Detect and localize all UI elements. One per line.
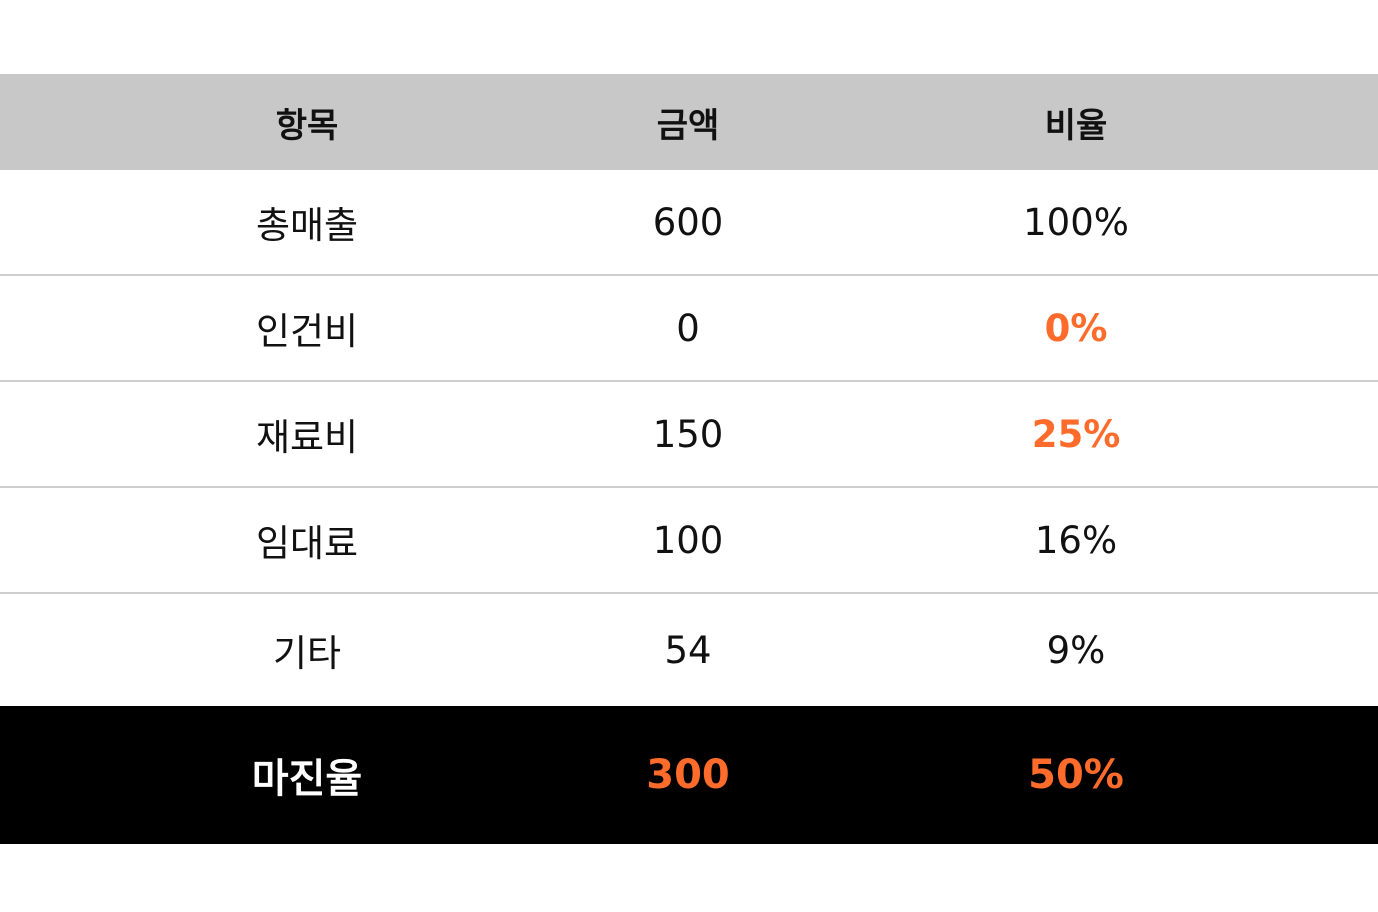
row-item: 기타: [272, 632, 342, 675]
table-header-row: 항목 금액 비율: [0, 74, 1378, 170]
table-footer-row: 마진율 300 50%: [0, 706, 1378, 844]
footer-ratio: 50%: [1028, 752, 1124, 798]
row-item: 총매출: [255, 204, 359, 247]
footer-amount: 300: [646, 752, 730, 798]
header-item: 항목: [275, 105, 339, 146]
table-row: 기타 54 9%: [0, 594, 1378, 706]
row-ratio: 9%: [1046, 628, 1106, 672]
row-ratio: 100%: [1023, 200, 1129, 244]
row-item: 임대료: [255, 522, 359, 565]
header-ratio: 비율: [1044, 105, 1108, 146]
header-amount: 금액: [656, 105, 720, 146]
table-row: 재료비 150 25%: [0, 382, 1378, 488]
row-ratio: 16%: [1034, 518, 1118, 562]
table-row: 총매출 600 100%: [0, 170, 1378, 276]
row-amount: 0: [676, 306, 700, 350]
row-item: 재료비: [255, 416, 359, 459]
row-ratio-highlight: 0%: [1044, 306, 1108, 350]
table-row: 임대료 100 16%: [0, 488, 1378, 594]
row-amount: 150: [652, 412, 724, 456]
row-ratio-highlight: 25%: [1031, 412, 1121, 456]
row-amount: 100: [652, 518, 724, 562]
row-amount: 54: [664, 628, 712, 672]
footer-item: 마진율: [251, 756, 363, 802]
table-row: 인건비 0 0%: [0, 276, 1378, 382]
row-item: 인건비: [255, 310, 359, 353]
margin-table: 항목 금액 비율 총매출 600 100% 인건비 0 0% 재료비 150 2…: [0, 74, 1378, 844]
row-amount: 600: [652, 200, 724, 244]
